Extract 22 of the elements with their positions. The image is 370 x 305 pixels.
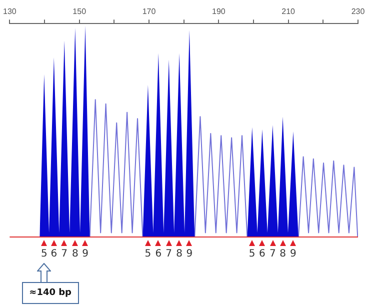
x-tick-label: 170	[142, 7, 156, 16]
x-tick-label: 150	[72, 7, 87, 16]
annotation: 9	[82, 248, 88, 260]
annotation: 7	[269, 248, 276, 260]
annotation: 8	[72, 248, 78, 260]
x-tick-label: 130	[2, 7, 17, 16]
annotation: 9	[186, 248, 193, 260]
x-tick-label: 190	[212, 7, 226, 16]
x-tick-label: 210	[282, 7, 296, 16]
annotation: 8	[176, 248, 182, 260]
annotation: 7	[61, 248, 68, 260]
annotation: 8	[280, 248, 286, 260]
annotation: 5	[248, 248, 256, 260]
annotation: 6	[50, 248, 58, 260]
annotation: 6	[155, 248, 162, 260]
annotation: 9	[290, 248, 296, 260]
annotation: 5	[144, 248, 152, 260]
annotation: 6	[259, 248, 266, 260]
annotation: 5	[40, 248, 48, 260]
x-tick-label: 230	[351, 7, 366, 16]
text: ≈140 bp	[22, 282, 79, 304]
annotation: 7	[166, 248, 172, 260]
